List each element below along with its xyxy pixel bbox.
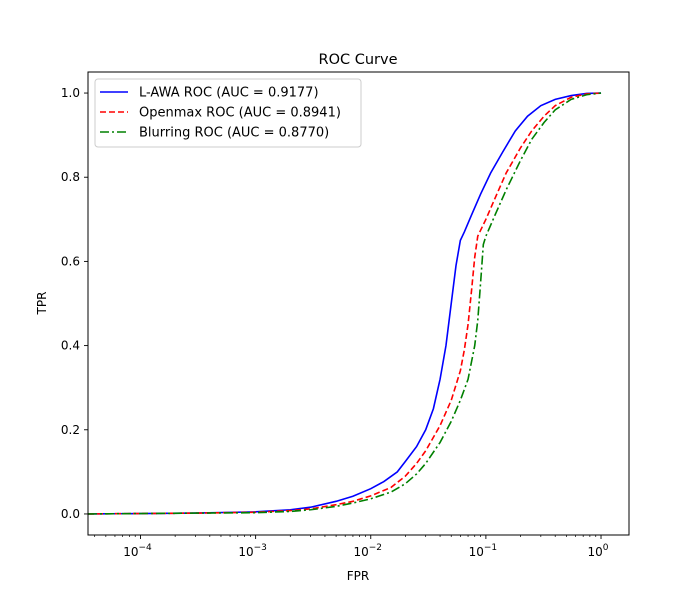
x-tick-label: 100 — [588, 543, 609, 559]
legend: L-AWA ROC (AUC = 0.9177) Openmax ROC (AUC… — [94, 78, 362, 148]
series-line-1 — [87, 92, 602, 515]
y-axis-ticks: 0.0 0.2 0.4 0.6 0.8 1.0 — [61, 86, 88, 521]
x-axis-label: FPR — [347, 569, 369, 583]
y-tick-label: 1.0 — [61, 86, 80, 100]
legend-box — [94, 78, 362, 148]
x-tick-label: 10−2 — [353, 543, 382, 559]
y-tick-label: 0.2 — [61, 423, 80, 437]
legend-label-2: Blurring ROC (AUC = 0.8770) — [139, 126, 329, 141]
chart-title: ROC Curve — [319, 52, 398, 68]
x-axis-ticks: 10−4 10−3 10−2 10−1 100 — [94, 535, 609, 559]
y-tick-label: 0.0 — [61, 507, 80, 521]
y-tick-label: 0.6 — [61, 254, 80, 268]
y-tick-label: 0.4 — [61, 339, 80, 353]
plot-area — [87, 92, 602, 515]
plot-frame — [87, 71, 630, 536]
series-line-0 — [87, 92, 602, 515]
x-tick-label: 10−1 — [469, 543, 498, 559]
x-tick-label: 10−3 — [238, 543, 267, 559]
y-axis-label: TPR — [35, 292, 49, 316]
legend-label-0: L-AWA ROC (AUC = 0.9177) — [139, 86, 319, 101]
x-tick-label: 10−4 — [123, 543, 152, 559]
series-line-2 — [87, 92, 602, 515]
legend-label-1: Openmax ROC (AUC = 0.8941) — [139, 106, 341, 121]
y-tick-label: 0.8 — [61, 170, 80, 184]
